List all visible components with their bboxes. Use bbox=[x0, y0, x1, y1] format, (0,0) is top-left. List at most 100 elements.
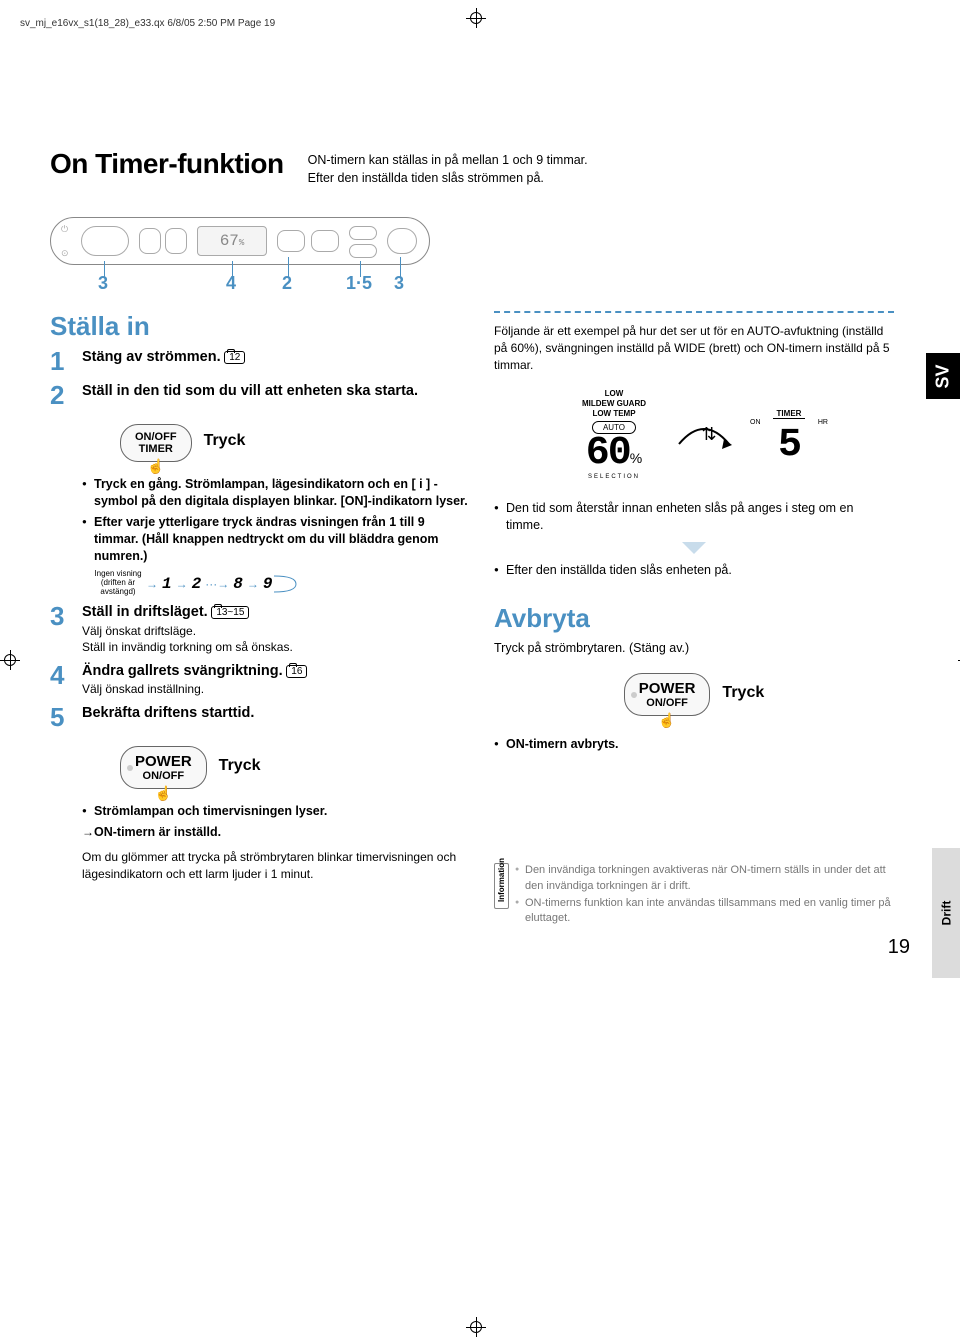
btn-line2: TIMER bbox=[135, 443, 177, 455]
lcd-timer-val: 5 bbox=[744, 426, 834, 466]
step-5-num: 5 bbox=[50, 704, 72, 730]
power2-line2: ON/OFF bbox=[639, 697, 696, 709]
title-description: ON-timern kan ställas in på mellan 1 och… bbox=[308, 152, 588, 187]
seq-8: 8 bbox=[233, 575, 243, 593]
step-2-num: 2 bbox=[50, 382, 72, 408]
lcd-hr: HR bbox=[818, 419, 828, 426]
step-1-num: 1 bbox=[50, 348, 72, 374]
step-5-title: Bekräfta driftens starttid. bbox=[82, 704, 470, 723]
remote-btn-e bbox=[349, 226, 377, 240]
power1-line2: ON/OFF bbox=[135, 770, 192, 782]
step-2-title: Ställ in den tid som du vill att enheten… bbox=[82, 382, 470, 401]
lcd-labels: LOW MILDEW GUARD LOW TEMP bbox=[554, 389, 674, 418]
onoff-timer-button: ON/OFF TIMER ☝ bbox=[120, 424, 192, 462]
step-5: 5 Bekräfta driftens starttid. bbox=[50, 704, 470, 730]
right-bullet-1: Den tid som återstår innan enheten slås … bbox=[494, 500, 894, 534]
seq-2: 2 bbox=[192, 575, 202, 593]
right-column: Följande är ett exempel på hur det ser u… bbox=[494, 311, 894, 929]
side-tab-drift: Drift bbox=[932, 848, 960, 978]
step-1-title: Stäng av strömmen. bbox=[82, 349, 221, 365]
step-1-ref: 12 bbox=[224, 351, 245, 364]
step-4-sub1: Välj önskad inställning. bbox=[82, 682, 470, 696]
remote-btn-f bbox=[349, 244, 377, 258]
sequence-diagram: Ingen visning (driften är avstängd) → 1 … bbox=[94, 570, 470, 596]
step-2-bullet-1: Tryck en gång. Strömlampan, lägesindikat… bbox=[82, 476, 470, 510]
remote-btn-a bbox=[139, 228, 161, 254]
power2-line1: POWER bbox=[639, 680, 696, 697]
step-4-title: Ändra gallrets svängriktning. bbox=[82, 663, 283, 679]
remote-btn-d bbox=[311, 230, 339, 252]
prepress-header: sv_mj_e16vx_s1(18_28)_e33.qx 6/8/05 2:50… bbox=[20, 18, 275, 29]
title-row: On Timer-funktion ON-timern kan ställas … bbox=[50, 148, 910, 187]
title-desc-1: ON-timern kan ställas in på mellan 1 och… bbox=[308, 152, 588, 170]
step-2: 2 Ställ in den tid som du vill att enhet… bbox=[50, 382, 470, 408]
step-2-button-row: ON/OFF TIMER ☝ Tryck bbox=[80, 416, 470, 466]
hand-icon-2: ☝ bbox=[155, 785, 172, 802]
right-bullet-3: ON-timern avbryts. bbox=[494, 736, 894, 753]
remote-btn-c bbox=[277, 230, 305, 252]
info-text: Den invändiga torkningen avaktiveras när… bbox=[515, 863, 894, 929]
step-5-bullet-1: Strömlampan och timervisningen lyser. bbox=[82, 803, 470, 820]
info-bullet-1: Den invändiga torkningen avaktiveras när… bbox=[515, 863, 894, 894]
tryck-label-3: Tryck bbox=[722, 684, 764, 702]
power1-line1: POWER bbox=[135, 753, 192, 770]
lcd-timer-label: TIMER bbox=[773, 409, 806, 419]
dashed-divider bbox=[494, 311, 894, 313]
step-2-bullet-2: Efter varje ytterligare tryck ändras vis… bbox=[82, 514, 470, 565]
step-4: 4 Ändra gallrets svängriktning. 16 Välj … bbox=[50, 662, 470, 697]
remote-btn-b bbox=[165, 228, 187, 254]
btn-line1: ON/OFF bbox=[135, 431, 177, 443]
down-triangle-icon bbox=[682, 542, 706, 554]
lcd-panel: LOW MILDEW GUARD LOW TEMP AUTO 60% SELEC… bbox=[554, 385, 834, 484]
remote-btn-g bbox=[387, 228, 417, 254]
step-3-num: 3 bbox=[50, 603, 72, 654]
power-button-1: POWER ON/OFF ☝ bbox=[120, 746, 207, 789]
led-icon bbox=[127, 765, 133, 771]
callout-15: 1·5 bbox=[346, 273, 372, 294]
callout-3b: 3 bbox=[394, 273, 404, 294]
remote-body: 67% ⏻ ⊙ bbox=[50, 217, 430, 265]
step-2-bullets: Tryck en gång. Strömlampan, lägesindikat… bbox=[82, 476, 470, 564]
left-note: Om du glömmer att trycka på strömbrytare… bbox=[82, 849, 470, 883]
lcd-on: ON bbox=[750, 419, 761, 426]
example-description: Följande är ett exempel på hur det ser u… bbox=[494, 323, 894, 373]
seq-return-icon bbox=[272, 572, 302, 596]
step-3-sub2: Ställ in invändig torkning om så önskas. bbox=[82, 640, 470, 654]
seq-nolabel: Ingen visning (driften är avstängd) bbox=[94, 570, 142, 596]
step-4-num: 4 bbox=[50, 662, 72, 697]
callout-3a: 3 bbox=[98, 273, 108, 294]
seq-9: 9 bbox=[263, 575, 273, 593]
remote-lcd: 67% bbox=[197, 226, 267, 256]
main-title: On Timer-funktion bbox=[50, 148, 284, 180]
avbryta-button-row: POWER ON/OFF ☝ Tryck bbox=[494, 665, 894, 720]
page-number: 19 bbox=[888, 936, 910, 959]
step-3: 3 Ställ in driftsläget. 13~15 Välj önska… bbox=[50, 603, 470, 654]
lcd-percent-sign: % bbox=[630, 450, 642, 466]
side-tab-sv: SV bbox=[926, 353, 960, 399]
step-5-bullet-2: ON-timern är inställd. bbox=[82, 824, 470, 841]
lcd-arc-icon bbox=[674, 419, 734, 449]
remote-btn-power bbox=[81, 226, 129, 256]
hand-icon: ☝ bbox=[147, 458, 164, 475]
info-block: Information Den invändiga torkningen ava… bbox=[494, 863, 894, 929]
heading-avbryta: Avbryta bbox=[494, 603, 894, 634]
callout-2: 2 bbox=[282, 273, 292, 294]
avbryta-desc: Tryck på strömbrytaren. (Stäng av.) bbox=[494, 640, 894, 658]
step-3-title: Ställ in driftsläget. bbox=[82, 604, 208, 620]
tryck-label-1: Tryck bbox=[204, 432, 246, 450]
left-column: Ställa in 1 Stäng av strömmen. 12 2 Stäl… bbox=[50, 311, 470, 929]
step-1: 1 Stäng av strömmen. 12 bbox=[50, 348, 470, 374]
info-tab: Information bbox=[494, 863, 509, 909]
power-button-2: POWER ON/OFF ☝ bbox=[624, 673, 711, 716]
hand-icon-3: ☝ bbox=[658, 712, 675, 729]
step-4-ref: 16 bbox=[286, 665, 307, 678]
right-bullet-2: Efter den inställda tiden slås enheten p… bbox=[494, 562, 894, 579]
lcd-percent-val: 60 bbox=[586, 431, 630, 476]
step-5-bullets: Strömlampan och timervisningen lyser. ON… bbox=[82, 803, 470, 841]
two-col: Ställa in 1 Stäng av strömmen. 12 2 Stäl… bbox=[50, 311, 910, 929]
step-5-button-row: POWER ON/OFF ☝ Tryck bbox=[80, 738, 470, 793]
step-3-sub1: Välj önskat driftsläge. bbox=[82, 624, 470, 638]
callout-4: 4 bbox=[226, 273, 236, 294]
tryck-label-2: Tryck bbox=[219, 757, 261, 775]
lcd-selection: SELECTION bbox=[554, 474, 674, 480]
